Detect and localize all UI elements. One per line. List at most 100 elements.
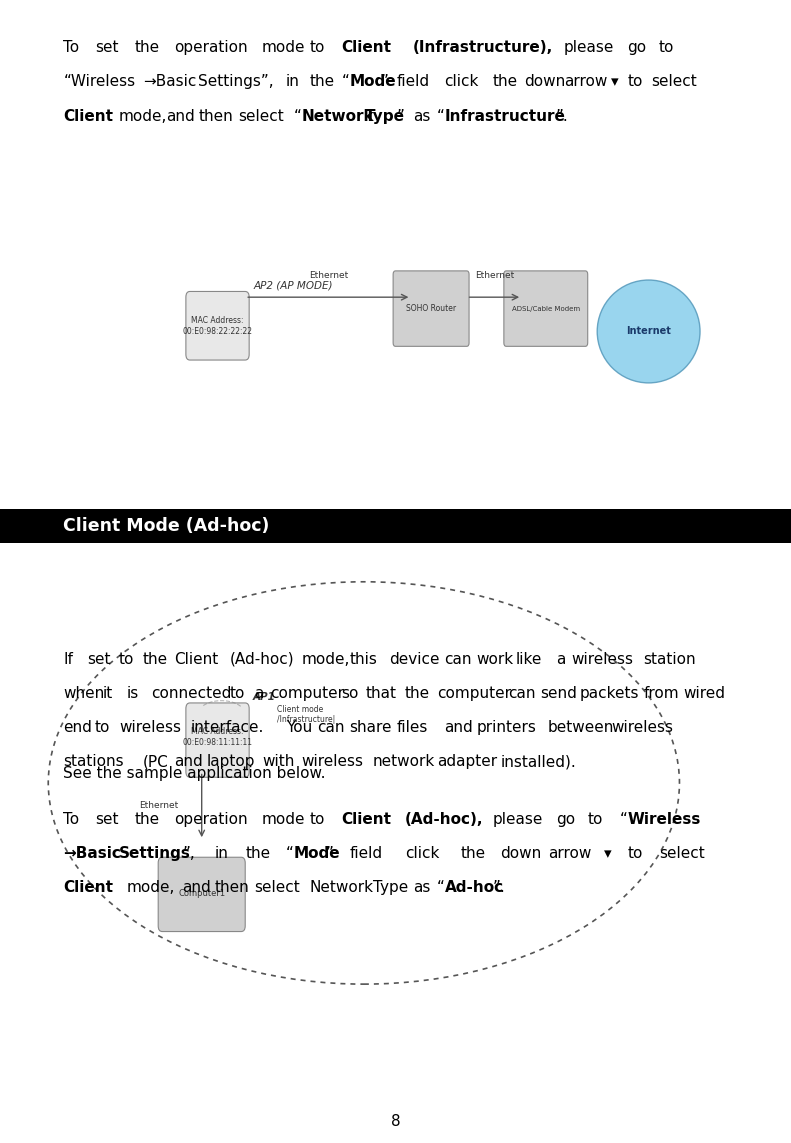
Text: Client Mode (Ad-hoc): Client Mode (Ad-hoc) [63,517,270,535]
Text: the: the [134,812,160,826]
Text: ADSL/Cable Modem: ADSL/Cable Modem [512,305,580,312]
Text: as: as [413,880,430,895]
Text: Network: Network [301,109,374,123]
Text: To: To [63,40,79,55]
Text: from: from [643,686,679,701]
Text: go: go [556,812,575,826]
Text: ”,: ”, [183,846,195,861]
Text: Ad-hoc: Ad-hoc [445,880,504,895]
Text: Type: Type [373,880,408,895]
Text: Client: Client [63,109,113,123]
Text: is: is [127,686,139,701]
Text: network: network [373,754,435,769]
Text: to: to [588,812,603,826]
Text: Infrastructure: Infrastructure [445,109,566,123]
Text: can: can [317,720,345,735]
Text: between: between [548,720,615,735]
Text: and: and [445,720,473,735]
Text: installed).: installed). [500,754,576,769]
Text: AP1: AP1 [253,693,276,702]
Text: and: and [183,880,211,895]
Text: operation: operation [175,812,248,826]
Text: arrow: arrow [564,74,607,89]
Text: then: then [199,109,233,123]
FancyBboxPatch shape [0,509,791,543]
Text: ▾: ▾ [604,846,611,861]
Text: printers: printers [476,720,536,735]
Text: (Ad-hoc): (Ad-hoc) [230,652,295,666]
Text: please: please [492,812,543,826]
Text: Client: Client [342,40,392,55]
Text: the: the [405,686,430,701]
Text: mode,: mode, [119,109,167,123]
Text: computer: computer [270,686,344,701]
Text: the: the [309,74,335,89]
Text: To: To [63,812,79,826]
Text: in: in [286,74,300,89]
Text: mode: mode [262,40,305,55]
Text: operation: operation [175,40,248,55]
FancyBboxPatch shape [186,291,249,360]
Text: Ethernet: Ethernet [138,801,178,810]
Text: packets: packets [580,686,639,701]
Text: Client: Client [63,880,113,895]
Text: “: “ [619,812,627,826]
FancyBboxPatch shape [504,271,588,346]
Text: as: as [413,109,430,123]
Text: to: to [659,40,675,55]
Text: that: that [365,686,396,701]
Text: (Ad-hoc),: (Ad-hoc), [405,812,483,826]
Text: like: like [516,652,543,666]
Text: wireless: wireless [611,720,673,735]
Text: send: send [540,686,577,701]
Text: “: “ [286,846,293,861]
Text: set: set [87,652,111,666]
Text: SOHO Router: SOHO Router [406,304,456,313]
Text: Wireless: Wireless [627,812,701,826]
Text: wireless: wireless [572,652,634,666]
Text: computer: computer [437,686,511,701]
Text: down: down [500,846,542,861]
Text: to: to [95,720,111,735]
Text: select: select [651,74,697,89]
Text: to: to [119,652,134,666]
Text: to: to [230,686,245,701]
Text: station: station [643,652,696,666]
Text: and: and [167,109,195,123]
Text: Settings: Settings [119,846,191,861]
FancyBboxPatch shape [158,857,245,932]
Text: the: the [142,652,168,666]
Text: the: the [246,846,271,861]
Text: and: and [175,754,203,769]
Text: wireless: wireless [301,754,364,769]
Text: →Basic: →Basic [63,846,121,861]
Text: ”.: ”. [492,880,505,895]
Text: 8: 8 [391,1114,400,1129]
Text: (Infrastructure),: (Infrastructure), [413,40,553,55]
Text: to: to [309,812,325,826]
Text: select: select [659,846,705,861]
Text: go: go [627,40,646,55]
Text: Client: Client [342,812,392,826]
Text: mode: mode [262,812,305,826]
Text: →Basic: →Basic [142,74,196,89]
Text: set: set [95,40,119,55]
Text: (PC: (PC [142,754,168,769]
Text: “: “ [293,109,301,123]
Text: a: a [254,686,263,701]
Text: end: end [63,720,93,735]
Text: with: with [262,754,294,769]
Text: click: click [445,74,479,89]
Text: ”: ” [325,846,333,861]
Text: to: to [627,846,643,861]
Text: Internet: Internet [626,327,671,336]
Text: stations: stations [63,754,124,769]
Text: “: “ [437,880,445,895]
Text: device: device [389,652,440,666]
Text: arrow: arrow [548,846,591,861]
Text: the: the [492,74,517,89]
Text: select: select [238,109,284,123]
Text: wireless: wireless [119,720,181,735]
Text: when: when [63,686,104,701]
Text: Settings”,: Settings”, [199,74,274,89]
